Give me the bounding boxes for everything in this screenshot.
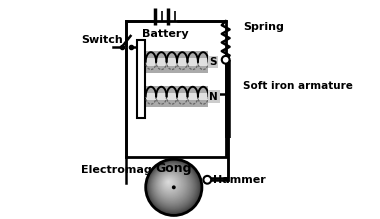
- Circle shape: [166, 180, 171, 184]
- Circle shape: [157, 171, 185, 198]
- Text: Soft iron armature: Soft iron armature: [243, 81, 353, 91]
- Circle shape: [165, 179, 172, 186]
- Text: Hammer: Hammer: [213, 175, 266, 185]
- Circle shape: [147, 161, 200, 213]
- Circle shape: [203, 176, 211, 184]
- Text: Switch: Switch: [81, 35, 123, 45]
- Circle shape: [152, 165, 193, 207]
- Circle shape: [158, 171, 184, 198]
- Circle shape: [151, 164, 194, 208]
- Circle shape: [161, 174, 179, 193]
- Circle shape: [157, 170, 185, 199]
- Circle shape: [155, 169, 187, 201]
- Circle shape: [172, 185, 176, 189]
- Bar: [146, 51, 208, 73]
- Text: Gong: Gong: [155, 162, 192, 175]
- Circle shape: [167, 180, 170, 184]
- Circle shape: [150, 163, 196, 209]
- Circle shape: [160, 173, 181, 195]
- Circle shape: [156, 170, 186, 200]
- Circle shape: [154, 167, 190, 204]
- Circle shape: [166, 179, 172, 185]
- Circle shape: [163, 177, 176, 189]
- Circle shape: [156, 169, 187, 200]
- Circle shape: [147, 161, 199, 213]
- Text: Spring: Spring: [243, 22, 284, 32]
- Circle shape: [158, 172, 183, 197]
- Circle shape: [158, 172, 183, 196]
- Bar: [146, 58, 208, 66]
- Circle shape: [155, 168, 188, 202]
- Circle shape: [160, 174, 180, 193]
- Bar: [213, 92, 218, 97]
- Circle shape: [146, 160, 201, 215]
- Circle shape: [159, 173, 182, 196]
- Circle shape: [167, 181, 169, 183]
- Circle shape: [153, 167, 191, 204]
- Circle shape: [160, 173, 180, 194]
- Circle shape: [163, 177, 175, 189]
- Bar: [126, 21, 226, 157]
- Bar: [137, 40, 145, 118]
- Circle shape: [152, 166, 192, 205]
- Circle shape: [162, 176, 177, 191]
- Circle shape: [149, 162, 197, 211]
- Circle shape: [149, 162, 198, 211]
- Circle shape: [148, 162, 198, 212]
- Text: S: S: [209, 57, 217, 67]
- Circle shape: [168, 181, 169, 182]
- Circle shape: [162, 175, 178, 191]
- Circle shape: [151, 165, 194, 207]
- Text: N: N: [209, 92, 218, 102]
- Text: Battery: Battery: [142, 30, 188, 39]
- Circle shape: [147, 160, 201, 214]
- Circle shape: [149, 163, 196, 210]
- Circle shape: [222, 56, 230, 64]
- Text: Electromagnet: Electromagnet: [81, 165, 172, 175]
- Circle shape: [165, 178, 174, 187]
- Circle shape: [150, 164, 195, 208]
- Circle shape: [161, 175, 179, 192]
- Circle shape: [154, 168, 189, 202]
- Circle shape: [165, 178, 173, 187]
- Circle shape: [164, 178, 174, 188]
- Bar: [146, 86, 208, 107]
- Circle shape: [163, 176, 176, 190]
- Circle shape: [154, 168, 190, 203]
- Circle shape: [146, 159, 202, 215]
- Bar: [146, 93, 208, 100]
- Circle shape: [152, 166, 192, 206]
